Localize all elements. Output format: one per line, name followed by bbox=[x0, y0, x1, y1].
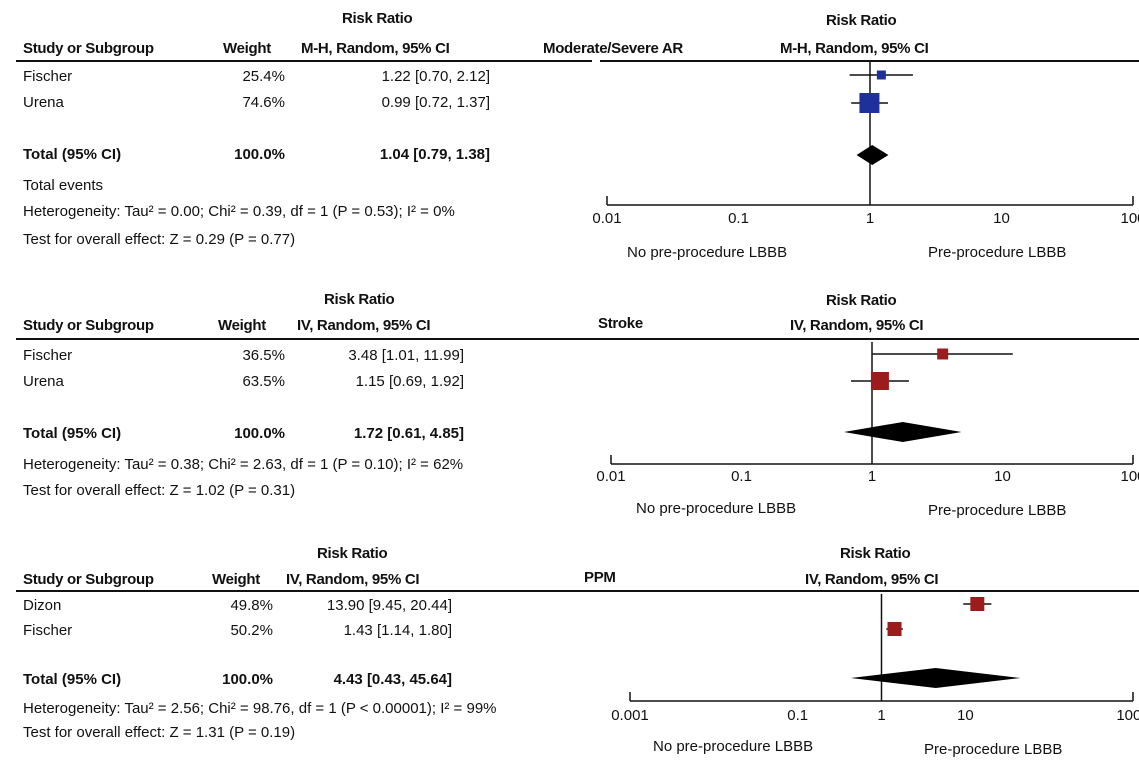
x-tick-label: 0.001 bbox=[611, 707, 649, 724]
overall-effect-text: Test for overall effect: Z = 0.29 (P = 0… bbox=[23, 231, 296, 248]
total-label: Total (95% CI) bbox=[23, 671, 122, 688]
axis-left-label: No pre-procedure LBBB bbox=[653, 738, 814, 755]
study-weight: 74.6% bbox=[242, 94, 285, 111]
study-name: Urena bbox=[23, 373, 64, 390]
study-name: Dizon bbox=[23, 597, 62, 614]
x-tick-label: 10 bbox=[994, 468, 1011, 485]
study-weight: 36.5% bbox=[242, 347, 285, 364]
header-rule bbox=[16, 338, 598, 340]
x-tick-label: 0.01 bbox=[592, 210, 621, 227]
pooled-diamond bbox=[843, 422, 962, 442]
column-header-weight: Weight bbox=[218, 317, 266, 334]
plot-header-method: IV, Random, 95% CI bbox=[790, 317, 924, 334]
plot-header-risk-ratio: Risk Ratio bbox=[826, 12, 897, 29]
study-ci: 3.48 [1.01, 11.99] bbox=[348, 347, 464, 364]
heterogeneity-text: Heterogeneity: Tau² = 2.56; Chi² = 98.76… bbox=[23, 700, 497, 717]
study-marker bbox=[887, 622, 902, 636]
column-header-risk-ratio: Risk Ratio bbox=[324, 291, 395, 308]
total-ci: 1.04 [0.79, 1.38] bbox=[379, 146, 490, 163]
total-ci: 1.72 [0.61, 4.85] bbox=[353, 425, 464, 442]
pooled-diamond bbox=[850, 668, 1021, 688]
study-ci: 13.90 [9.45, 20.44] bbox=[326, 597, 452, 614]
study-ci: 1.43 [1.14, 1.80] bbox=[343, 622, 452, 639]
study-weight: 25.4% bbox=[242, 68, 285, 85]
study-ci: 1.15 [0.69, 1.92] bbox=[355, 373, 464, 390]
plot-header-method: IV, Random, 95% CI bbox=[805, 571, 939, 588]
x-tick-label: 0.01 bbox=[596, 468, 625, 485]
study-weight: 49.8% bbox=[230, 597, 273, 614]
axis-right-label: Pre-procedure LBBB bbox=[928, 244, 1067, 261]
plot-header-rule bbox=[600, 60, 1139, 62]
column-header-risk-ratio: Risk Ratio bbox=[317, 545, 388, 562]
study-name: Fischer bbox=[23, 347, 73, 364]
column-header-method: IV, Random, 95% CI bbox=[297, 317, 431, 334]
overall-effect-text: Test for overall effect: Z = 1.31 (P = 0… bbox=[23, 724, 296, 741]
outcome-label: PPM bbox=[584, 569, 616, 586]
header-rule bbox=[16, 60, 592, 62]
x-tick-label: 1 bbox=[877, 707, 885, 724]
x-tick-label: 0.1 bbox=[731, 468, 752, 485]
outcome-label: Moderate/Severe AR bbox=[543, 40, 683, 57]
axis-right-label: Pre-procedure LBBB bbox=[928, 502, 1067, 519]
axis-left-label: No pre-procedure LBBB bbox=[636, 500, 797, 517]
plot-header-method: M-H, Random, 95% CI bbox=[780, 40, 929, 57]
total-events-label: Total events bbox=[23, 177, 104, 194]
total-weight: 100.0% bbox=[234, 425, 285, 442]
plot-header-rule bbox=[608, 590, 1139, 592]
heterogeneity-text: Heterogeneity: Tau² = 0.00; Chi² = 0.39,… bbox=[23, 203, 455, 220]
x-tick-label: 10 bbox=[957, 707, 974, 724]
plot-header-risk-ratio: Risk Ratio bbox=[840, 545, 911, 562]
column-header-weight: Weight bbox=[223, 40, 271, 57]
total-weight: 100.0% bbox=[222, 671, 273, 688]
x-tick-label: 1 bbox=[868, 468, 876, 485]
x-tick-label: 100 bbox=[1120, 210, 1139, 227]
study-marker bbox=[970, 597, 985, 611]
total-label: Total (95% CI) bbox=[23, 146, 122, 163]
study-ci: 1.22 [0.70, 2.12] bbox=[381, 68, 490, 85]
plot-header-risk-ratio: Risk Ratio bbox=[826, 292, 897, 309]
study-weight: 63.5% bbox=[242, 373, 285, 390]
column-header-study: Study or Subgroup bbox=[23, 571, 154, 588]
column-header-method: IV, Random, 95% CI bbox=[286, 571, 420, 588]
study-marker bbox=[870, 372, 889, 390]
study-weight: 50.2% bbox=[230, 622, 273, 639]
study-marker bbox=[937, 348, 949, 360]
column-header-study: Study or Subgroup bbox=[23, 317, 154, 334]
total-weight: 100.0% bbox=[234, 146, 285, 163]
study-name: Fischer bbox=[23, 68, 73, 85]
total-label: Total (95% CI) bbox=[23, 425, 122, 442]
x-tick-label: 1 bbox=[866, 210, 874, 227]
axis-right-label: Pre-procedure LBBB bbox=[924, 741, 1063, 758]
x-tick-label: 1000 bbox=[1116, 707, 1139, 724]
header-rule bbox=[16, 590, 608, 592]
total-ci: 4.43 [0.43, 45.64] bbox=[333, 671, 452, 688]
column-header-study: Study or Subgroup bbox=[23, 40, 154, 57]
study-ci: 0.99 [0.72, 1.37] bbox=[381, 94, 490, 111]
outcome-label: Stroke bbox=[598, 315, 643, 332]
pooled-diamond bbox=[856, 145, 889, 165]
heterogeneity-text: Heterogeneity: Tau² = 0.38; Chi² = 2.63,… bbox=[23, 456, 464, 473]
x-tick-label: 0.1 bbox=[728, 210, 749, 227]
study-marker bbox=[859, 93, 880, 113]
overall-effect-text: Test for overall effect: Z = 1.02 (P = 0… bbox=[23, 482, 296, 499]
study-marker bbox=[876, 70, 886, 80]
x-tick-label: 0.1 bbox=[787, 707, 808, 724]
column-header-weight: Weight bbox=[212, 571, 260, 588]
column-header-risk-ratio: Risk Ratio bbox=[342, 10, 413, 27]
axis-left-label: No pre-procedure LBBB bbox=[627, 244, 788, 261]
plot-header-rule bbox=[598, 338, 1139, 340]
x-tick-label: 100 bbox=[1120, 468, 1139, 485]
study-name: Fischer bbox=[23, 622, 73, 639]
column-header-method: M-H, Random, 95% CI bbox=[301, 40, 450, 57]
study-name: Urena bbox=[23, 94, 64, 111]
x-tick-label: 10 bbox=[993, 210, 1010, 227]
